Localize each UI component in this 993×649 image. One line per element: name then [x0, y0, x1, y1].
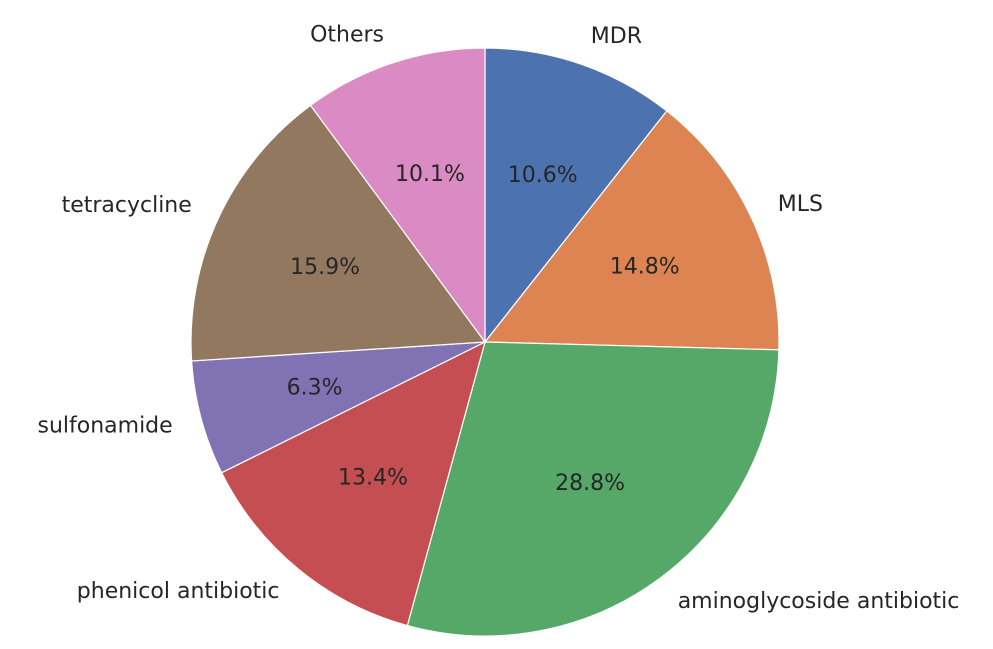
slice-percent-label: 10.6%: [508, 163, 578, 188]
pie-slice-mls: [483, 110, 780, 351]
slice-percent-label: 10.1%: [395, 162, 465, 187]
slice-category-label: sulfonamide: [37, 413, 172, 438]
slice-percent-label: 15.9%: [290, 255, 360, 280]
slice-percent-label: 28.8%: [555, 471, 625, 496]
slice-category-label: aminoglycoside antibiotic: [678, 589, 960, 614]
pie-slice-sulfonamide: [190, 341, 486, 474]
slice-percent-label: 14.8%: [610, 255, 680, 280]
slice-category-label: Others: [310, 22, 384, 47]
pie-slice-aminoglycoside-antibiotic: [406, 341, 780, 637]
pie-labels: 10.6% MDR 14.8% MLS 28.8% aminoglycoside anti…: [37, 22, 959, 614]
pie-slices: [190, 47, 780, 637]
slice-category-label: phenicol antibiotic: [77, 579, 280, 604]
slice-category-label: MLS: [778, 192, 823, 217]
pie-slice-mdr: [484, 47, 668, 344]
slice-category-label: MDR: [591, 24, 642, 49]
slice-percent-label: 13.4%: [338, 466, 408, 491]
slice-category-label: tetracycline: [62, 193, 192, 218]
pie-slice-others: [309, 47, 486, 344]
pie-slice-tetracycline: [190, 104, 487, 362]
pie-slice-phenicol-antibiotic: [220, 340, 486, 627]
slice-percent-label: 6.3%: [287, 375, 343, 400]
